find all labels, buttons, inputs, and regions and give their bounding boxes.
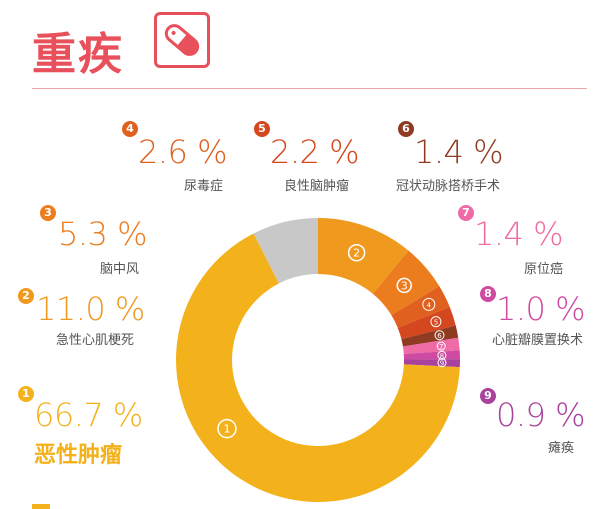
legend-label-5: 良性脑肿瘤 bbox=[284, 179, 350, 194]
legend-badge-3: 3 bbox=[40, 205, 56, 221]
legend-label-2: 急性心肌梗死 bbox=[56, 333, 135, 348]
donut-slice-1 bbox=[176, 233, 460, 503]
legend-value-3: 5.3 % bbox=[58, 215, 147, 253]
legend-value-6: 1.4 % bbox=[414, 133, 503, 171]
slice-badge-number-7: 7 bbox=[439, 343, 443, 351]
legend-label-8: 心脏瓣膜置换术 bbox=[492, 333, 584, 348]
slice-badge-ring-7 bbox=[436, 341, 446, 351]
legend-value-9: 0.9 % bbox=[496, 396, 585, 434]
legend-label-6: 冠状动脉搭桥手术 bbox=[396, 179, 501, 194]
donut-slice-3 bbox=[372, 250, 440, 316]
legend-label-7: 原位癌 bbox=[524, 262, 564, 277]
legend-value-4: 2.6 % bbox=[138, 133, 227, 171]
donut-slice-remainder bbox=[253, 218, 318, 284]
slice-badge-number-5: 5 bbox=[434, 319, 438, 327]
bottom-accent-bar bbox=[32, 504, 50, 509]
legend-badge-5: 5 bbox=[254, 121, 270, 137]
slice-badge-ring-8 bbox=[437, 350, 447, 360]
legend-badge-2: 2 bbox=[18, 288, 34, 304]
title-divider bbox=[32, 88, 587, 89]
donut-slice-7 bbox=[402, 337, 460, 355]
pill-capsule-icon bbox=[154, 12, 210, 68]
donut-slice-5 bbox=[397, 306, 456, 340]
slice-badge-number-8: 8 bbox=[440, 352, 444, 360]
slice-badge-number-3: 3 bbox=[401, 279, 408, 292]
slice-badge-ring-2 bbox=[347, 243, 366, 262]
legend-badge-9: 9 bbox=[480, 388, 496, 404]
legend-value-2: 11.0 % bbox=[36, 290, 145, 328]
legend-badge-6: 6 bbox=[398, 121, 414, 137]
legend-label-1: 恶性肿瘤 bbox=[34, 443, 123, 468]
slice-badge-number-9: 9 bbox=[440, 360, 444, 368]
slice-badge-number-2: 2 bbox=[353, 247, 360, 260]
legend-value-7: 1.4 % bbox=[474, 215, 563, 253]
legend-badge-1: 1 bbox=[18, 386, 34, 402]
slice-badge-ring-1 bbox=[217, 418, 237, 439]
slice-badge-number-4: 4 bbox=[427, 301, 432, 309]
slice-badge-number-6: 6 bbox=[437, 332, 442, 340]
legend-value-1: 66.7 % bbox=[34, 396, 143, 434]
legend-badge-4: 4 bbox=[122, 121, 138, 137]
legend-label-4: 尿毒症 bbox=[184, 179, 224, 194]
page-title: 重疾 bbox=[32, 29, 124, 80]
slice-badge-ring-3 bbox=[396, 277, 412, 294]
slice-badge-number-1: 1 bbox=[223, 423, 230, 436]
legend-value-5: 2.2 % bbox=[270, 133, 359, 171]
legend-badge-8: 8 bbox=[480, 286, 496, 302]
donut-slice-4 bbox=[391, 286, 450, 328]
slice-badge-ring-9 bbox=[437, 358, 447, 368]
legend-badge-7: 7 bbox=[458, 205, 474, 221]
donut-slice-6 bbox=[401, 325, 459, 347]
legend-label-3: 脑中风 bbox=[100, 262, 140, 277]
slice-badge-ring-6 bbox=[434, 330, 445, 341]
slice-badge-ring-4 bbox=[422, 297, 436, 311]
slice-badge-ring-5 bbox=[430, 316, 442, 328]
legend-label-9: 瘫痪 bbox=[548, 441, 575, 456]
legend-value-8: 1.0 % bbox=[496, 290, 585, 328]
